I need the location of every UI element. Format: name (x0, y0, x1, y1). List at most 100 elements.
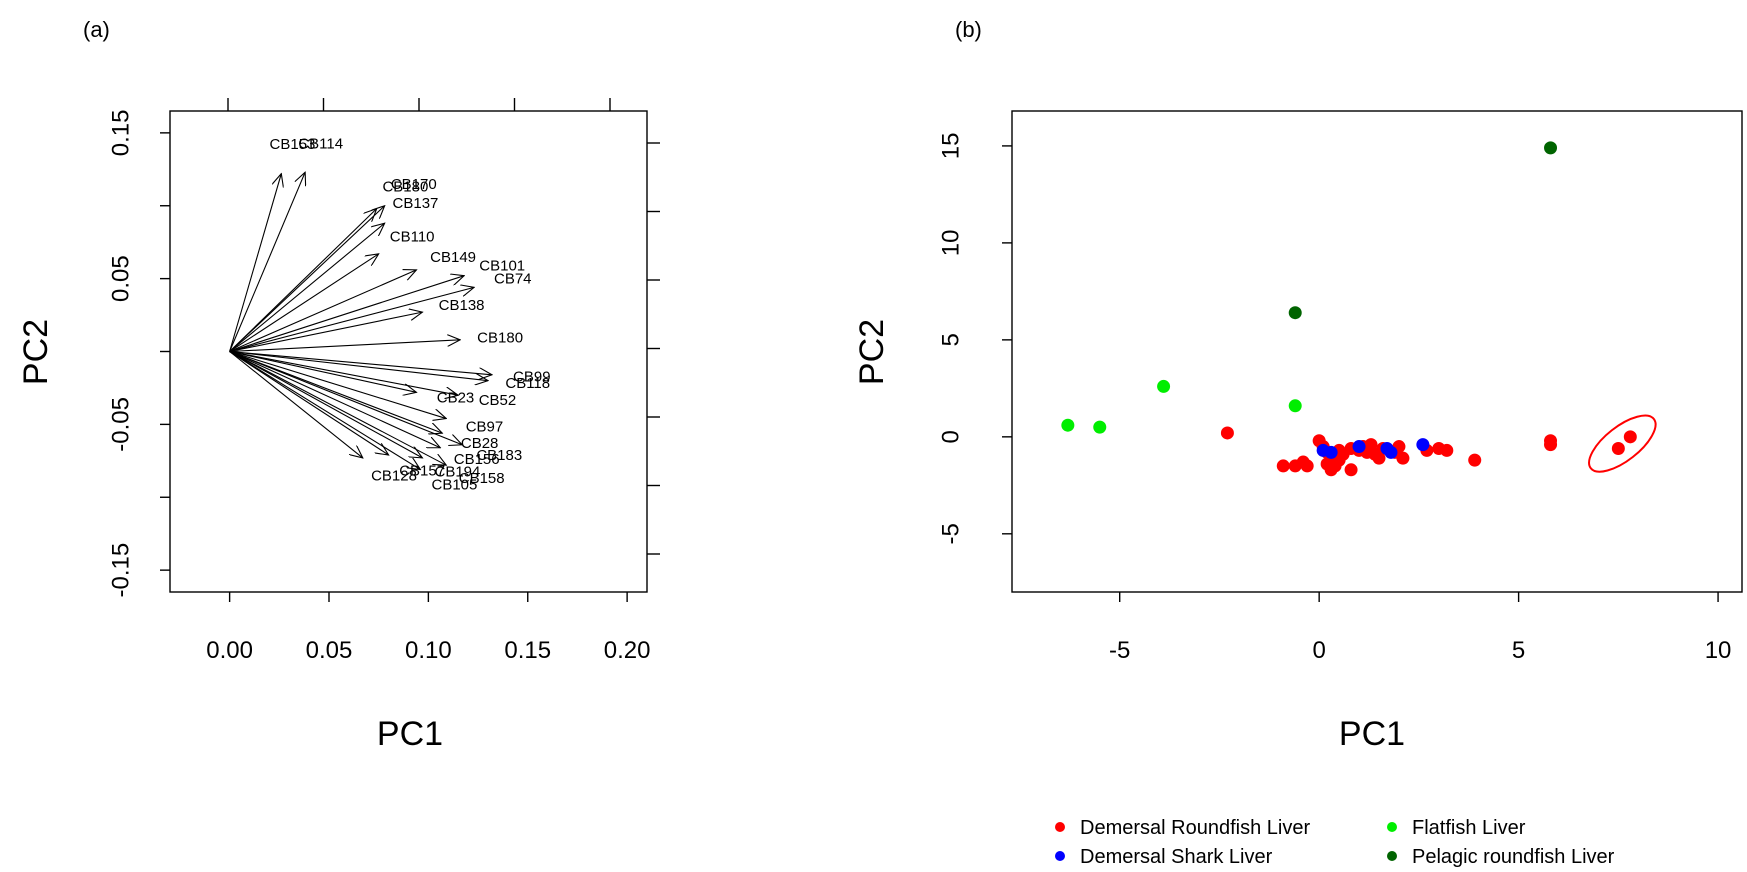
loading-arrow (229, 350, 417, 393)
data-point (1288, 399, 1302, 413)
legend-label-demersal-roundfish: Demersal Roundfish Liver (1080, 817, 1310, 839)
legend-marker-demersal-roundfish (1055, 822, 1065, 832)
panel-a-y-tick-label: 0.05 (107, 255, 134, 302)
loading-label: CB74 (494, 271, 532, 288)
data-point (1623, 430, 1637, 444)
loading-label: CB128 (371, 468, 417, 485)
panel-a-x-tick-label: 0.00 (206, 637, 253, 664)
data-point (1544, 141, 1558, 155)
data-point (1440, 443, 1454, 457)
loading-label: CB180 (477, 329, 523, 346)
loading-label: CB194 (434, 463, 480, 480)
loading-arrow (229, 287, 474, 353)
loading-label: CB110 (390, 228, 435, 245)
panel-b-y-tick-label: 0 (937, 430, 964, 443)
legend-label-flatfish: Flatfish Liver (1412, 817, 1526, 839)
loading-label: CB138 (439, 297, 485, 314)
data-point (1344, 463, 1358, 477)
loading-arrow (229, 174, 282, 352)
panel-b-points (1061, 141, 1637, 477)
loading-label: CB180 (382, 179, 428, 196)
loading-arrow (229, 351, 423, 458)
data-point (1468, 453, 1482, 467)
loading-arrow (229, 350, 441, 448)
data-point (1061, 418, 1075, 432)
panel-a-loading-arrows: CB153CB114CB170CB180CB137CB110CB149CB101… (229, 136, 551, 493)
loading-arrow (229, 223, 385, 352)
loading-label: CB183 (476, 447, 522, 464)
panel-a-y-axis: 0.15 0.05 -0.05 -0.15 (107, 110, 170, 598)
panel-b-highlight-ellipse (1588, 414, 1657, 473)
panel-b-y-tick-label: 15 (937, 133, 964, 160)
loading-arrow (229, 172, 306, 352)
data-point (1288, 306, 1302, 320)
panel-a-x-tick-label: 0.15 (504, 637, 551, 664)
loading-label: CB23 (437, 390, 475, 407)
panel-b-x-tick-label: -5 (1109, 637, 1130, 664)
loading-arrow (229, 351, 421, 470)
loading-arrow (229, 351, 363, 458)
data-point (1544, 438, 1558, 452)
data-point (1276, 459, 1290, 473)
data-point (1220, 426, 1234, 440)
panel-a-y-title: PC2 (17, 319, 55, 385)
loading-arrow (229, 350, 443, 434)
loading-arrow (229, 340, 461, 353)
loading-arrow (229, 350, 463, 445)
panel-a-right-axis (647, 142, 660, 555)
panel-a-x-axis: 0.00 0.05 0.10 0.15 0.20 (206, 592, 650, 664)
loading-arrow (229, 206, 385, 352)
loading-arrow (229, 350, 447, 419)
panel-b: (b) -5 0 5 10 15 10 5 0 -5 PC1 PC2 (853, 17, 1743, 753)
data-point (1611, 441, 1625, 455)
panel-b-y-axis: 15 10 5 0 -5 (937, 133, 1012, 544)
panel-a: (a) 0.00 0.05 0.10 0.15 0.20 0.15 0.05 -0.05 -0… (17, 17, 660, 753)
panel-b-x-tick-label: 5 (1512, 637, 1525, 664)
data-point (1396, 451, 1410, 465)
loading-arrow (229, 254, 379, 352)
loading-arrow (229, 351, 447, 466)
legend-label-demersal-shark: Demersal Shark Liver (1080, 846, 1273, 868)
loading-label: CB52 (479, 392, 517, 409)
data-point (1416, 438, 1430, 452)
loading-label: CB149 (430, 249, 476, 266)
loading-arrow (229, 350, 459, 396)
loading-arrow (229, 350, 488, 381)
loading-label: CB158 (459, 470, 505, 487)
loading-label: CB118 (505, 375, 550, 392)
loading-label: CB137 (393, 195, 439, 212)
panel-a-x-tick-label: 0.05 (306, 637, 353, 664)
data-point (1300, 459, 1314, 473)
data-point (1352, 440, 1366, 454)
loading-label: CB153 (270, 136, 316, 153)
loading-arrow (229, 351, 389, 455)
legend-marker-demersal-shark (1055, 851, 1065, 861)
panel-a-y-tick-label: 0.15 (107, 110, 134, 157)
loading-label: CB156 (454, 451, 500, 468)
legend-marker-pelagic-roundfish (1387, 851, 1397, 861)
data-point (1157, 379, 1171, 393)
loading-label: CB99 (513, 368, 551, 385)
loading-label: CB101 (479, 257, 525, 274)
panel-b-y-tick-label: 5 (937, 333, 964, 346)
data-point (1384, 445, 1398, 459)
panel-b-x-axis: -5 0 5 10 (1109, 592, 1731, 664)
panel-a-x-title: PC1 (377, 715, 443, 753)
loading-arrow (229, 312, 423, 353)
data-point (1093, 420, 1107, 434)
panel-b-label: (b) (955, 17, 982, 42)
panel-b-y-title: PC2 (853, 319, 891, 385)
loading-arrow (229, 209, 377, 352)
panel-b-plot-box (1011, 110, 1743, 593)
panel-b-x-title: PC1 (1339, 715, 1405, 753)
loading-label: CB170 (391, 176, 437, 193)
loading-arrow (229, 276, 465, 353)
panel-a-y-tick-label: -0.15 (107, 543, 134, 598)
panel-b-y-tick-label: -5 (937, 523, 964, 544)
loading-label: CB105 (432, 476, 478, 493)
panel-a-x-tick-label: 0.10 (405, 637, 452, 664)
loading-label: CB114 (298, 136, 343, 153)
legend: Demersal Roundfish Liver Demersal Shark … (1055, 817, 1615, 868)
panel-a-y-tick-label: -0.05 (107, 397, 134, 452)
